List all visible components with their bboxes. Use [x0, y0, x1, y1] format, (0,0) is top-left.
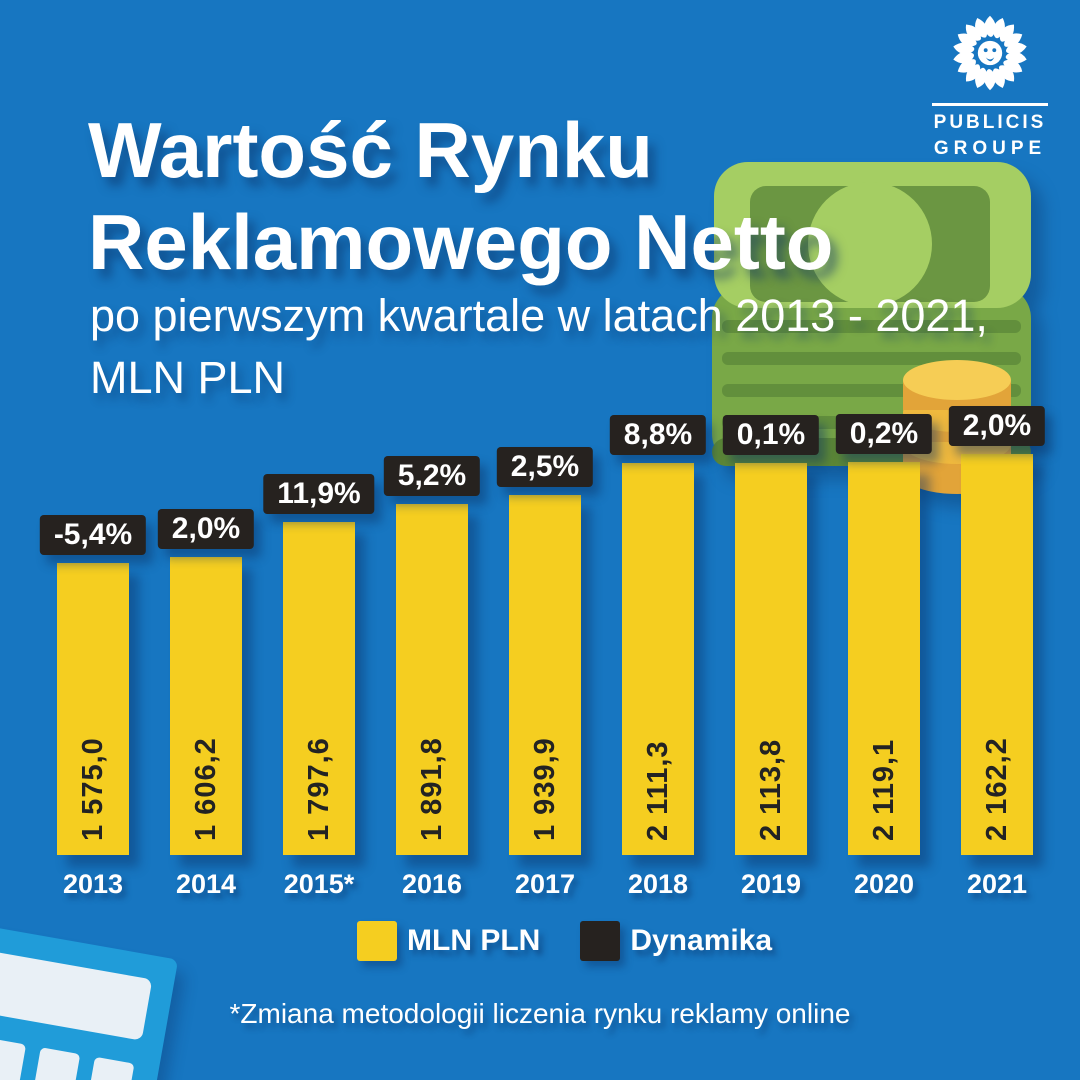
bar-2020: 2 119,1 — [848, 462, 920, 855]
dynamics-badge: 2,5% — [496, 447, 594, 487]
title-line-2: Reklamowego Netto — [88, 198, 834, 287]
chart-legend: MLN PLN Dynamika — [357, 921, 772, 961]
logo-divider — [932, 103, 1048, 106]
legend-swatch-black — [580, 921, 621, 961]
legend-label: Dynamika — [630, 924, 773, 957]
bar-value-label: 1 939,9 — [529, 737, 561, 841]
calculator-key — [0, 1037, 27, 1080]
year-label: 2016 — [401, 869, 463, 899]
year-label: 2013 — [62, 869, 124, 899]
calculator-key — [33, 1047, 81, 1080]
dynamics-badge: 2,0% — [157, 509, 255, 549]
year-label: 2018 — [627, 869, 689, 899]
year-label: 2014 — [175, 869, 237, 899]
footnote: *Zmiana metodologii liczenia rynku rekla… — [229, 998, 851, 1029]
dynamics-badge: 5,2% — [383, 456, 481, 496]
legend-swatch-yellow — [357, 921, 397, 961]
bar-value-label: 2 113,8 — [755, 738, 787, 841]
bar-value-label: 1 891,8 — [416, 737, 448, 841]
bar-value-label: 1 606,2 — [190, 737, 222, 841]
dynamics-badge: 2,0% — [948, 406, 1046, 446]
page-subtitle: po pierwszym kwartale w latach 2013 - 20… — [90, 285, 988, 409]
title-line-1: Wartość Rynku — [88, 106, 653, 195]
bar-value-label: 1 575,0 — [77, 737, 109, 841]
publicis-groupe-logo: PUBLICIS GROUPE — [928, 10, 1052, 160]
lion-icon — [952, 15, 1028, 91]
year-label: 2020 — [853, 869, 915, 899]
bar-value-label: 1 797,6 — [303, 737, 335, 841]
logo-text-publicis: PUBLICIS — [933, 112, 1047, 133]
legend-item-mln-pln: MLN PLN — [357, 921, 540, 961]
bar-value-label: 2 119,1 — [868, 738, 900, 841]
bar-value-label: 2 111,3 — [642, 740, 674, 841]
year-label: 2021 — [966, 869, 1028, 899]
bar-2016: 1 891,8 — [396, 504, 468, 855]
bar-2019: 2 113,8 — [735, 463, 807, 855]
page-title: Wartość Rynku Reklamowego Netto — [88, 104, 833, 288]
year-label: 2017 — [514, 869, 576, 899]
dynamics-badge: -5,4% — [39, 515, 147, 555]
bar-2013: 1 575,0 — [57, 563, 129, 855]
subtitle-line-1: po pierwszym kwartale w latach 2013 - 20… — [90, 290, 988, 341]
year-label: 2015* — [283, 869, 355, 899]
bar-2015*: 1 797,6 — [283, 522, 355, 855]
logo-text-groupe: GROUPE — [933, 138, 1047, 159]
dynamics-badge: 0,2% — [835, 414, 933, 454]
bar-2017: 1 939,9 — [509, 495, 581, 855]
bar-2018: 2 111,3 — [622, 463, 694, 855]
bar-2021: 2 162,2 — [961, 454, 1033, 855]
bar-value-label: 2 162,2 — [981, 737, 1013, 841]
dynamics-badge: 11,9% — [263, 474, 375, 514]
legend-item-dynamika: Dynamika — [580, 921, 772, 961]
legend-label: MLN PLN — [407, 924, 541, 957]
calculator-key — [88, 1056, 135, 1080]
dynamics-badge: 8,8% — [609, 415, 707, 455]
dynamics-badge: 0,1% — [722, 415, 820, 455]
year-label: 2019 — [740, 869, 802, 899]
bar-2014: 1 606,2 — [170, 557, 242, 855]
subtitle-line-2: MLN PLN — [90, 352, 286, 403]
